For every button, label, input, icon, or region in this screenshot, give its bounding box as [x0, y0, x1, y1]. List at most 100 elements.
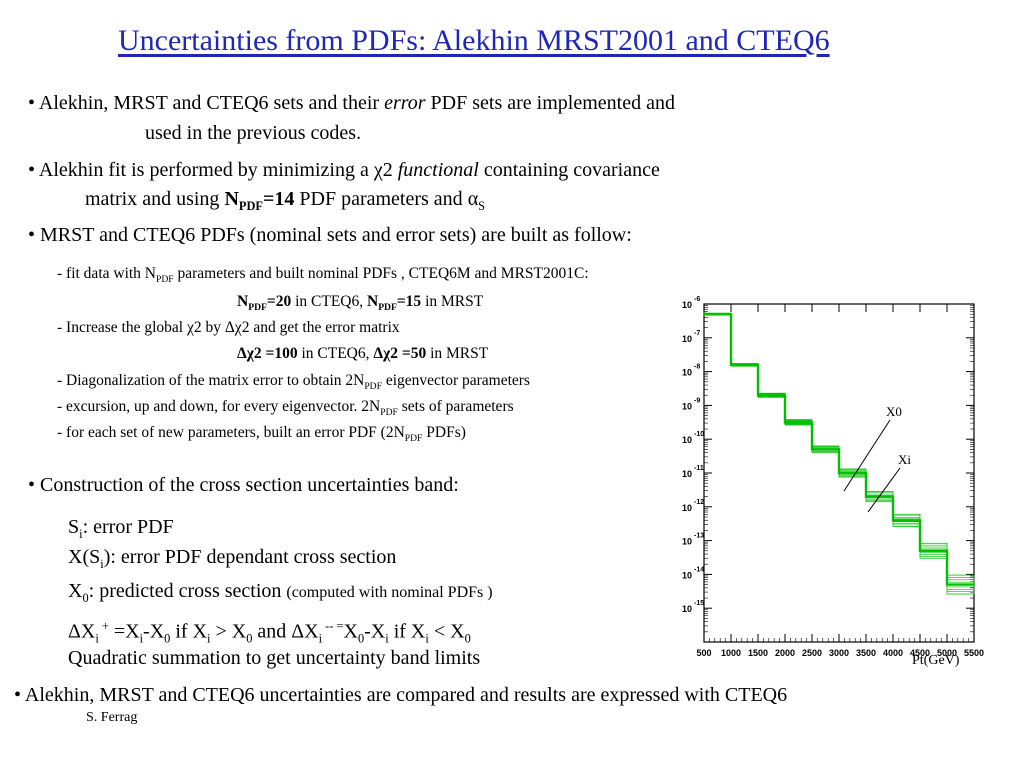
- step-4-sub: PDF: [380, 407, 398, 419]
- y-tick-label: 10: [682, 300, 692, 310]
- y-tick-exp: -9: [694, 397, 700, 404]
- x-tick-label: 5000: [937, 648, 957, 658]
- bullet-2-chi: χ2: [373, 159, 398, 181]
- c4-and: and ΔX: [252, 620, 319, 643]
- step-1-b: parameters and built nominal PDFs , CTEQ…: [173, 265, 589, 282]
- step-2: - Increase the global χ2 by Δχ2 and get …: [57, 319, 400, 336]
- x-tick-label: 1000: [721, 648, 741, 658]
- construction-line-4: ΔXi + =Xi-X0 if Xi > X0 and ΔXi -- =X0-X…: [68, 612, 471, 653]
- c2-a: X(S: [68, 546, 101, 568]
- step-3-sub: PDF: [364, 381, 382, 393]
- x-axis-label: Pt(GeV): [912, 653, 960, 668]
- y-tick-exp: -11: [694, 465, 704, 472]
- y-tick-exp: -14: [694, 566, 704, 573]
- c4-eq: =X: [108, 620, 140, 643]
- bullet-2-text-b: containing covariance: [478, 159, 660, 181]
- x-tick-label: 3000: [829, 648, 849, 658]
- step-3-a: - Diagonalization of the matrix error to…: [57, 372, 365, 389]
- c4-m: -X: [143, 620, 165, 643]
- bullet-1-em: error: [384, 92, 426, 114]
- c4-if1: if X: [170, 620, 208, 643]
- bullet-5-text: Alekhin, MRST and CTEQ6 uncertainties ar…: [24, 684, 788, 706]
- c2-sub: i: [100, 557, 104, 571]
- step-1-sub: PDF: [156, 274, 174, 286]
- c4-if2: if X: [388, 620, 426, 643]
- x-tick-label: 3500: [856, 648, 876, 658]
- bullet-3-text: MRST and CTEQ6 PDFs (nominal sets and er…: [40, 224, 632, 246]
- s1c-n2: N: [366, 293, 379, 310]
- bullet-2-l2a: matrix and using: [85, 188, 225, 210]
- bullet-4-text: Construction of the cross section uncert…: [40, 474, 459, 496]
- c4-i1: i: [95, 631, 99, 646]
- bullet-2: • Alekhin fit is performed by minimizing…: [28, 159, 660, 181]
- s1c-v2: =15: [396, 293, 422, 310]
- construction-line-3: X0: predicted cross section (computed wi…: [68, 577, 493, 612]
- s1c-sub: PDF: [248, 302, 267, 314]
- step-5-sub: PDF: [404, 433, 423, 445]
- bullet-4: • Construction of the cross section unce…: [28, 474, 459, 496]
- y-tick-exp: -10: [694, 431, 704, 438]
- bullet-1-line2: used in the previous codes.: [145, 122, 362, 144]
- x0-label: X0: [886, 404, 902, 419]
- c4-z4: 0: [464, 631, 471, 646]
- step-5-b: PDFs): [422, 424, 466, 441]
- c4-m2: -X: [364, 620, 386, 643]
- xi-label: Xi: [898, 452, 911, 467]
- x-tick-label: 4000: [883, 648, 903, 658]
- s2c-b2: Δχ2 =50: [373, 345, 427, 362]
- y-tick-exp: -13: [694, 533, 704, 540]
- cross-section-chart: 10-610-710-810-910-1010-1110-1210-1310-1…: [682, 296, 984, 668]
- step-2-detail: Δχ2 =100 in CTEQ6, Δχ2 =50 in MRST: [237, 343, 488, 365]
- step-3: - Diagonalization of the matrix error to…: [57, 370, 530, 398]
- y-tick-exp: -7: [694, 330, 700, 337]
- npdf-val: =14: [262, 188, 295, 210]
- c4-z2: 0: [246, 631, 253, 646]
- construction-line-2: X(Si): error PDF dependant cross section: [68, 543, 396, 578]
- y-tick-label: 10: [682, 503, 692, 513]
- bullet-3: • MRST and CTEQ6 PDFs (nominal sets and …: [28, 224, 632, 246]
- step-5-a: - for each set of new parameters, built …: [57, 424, 405, 441]
- x-tick-label: 500: [696, 648, 711, 658]
- c4-sp: +: [98, 619, 109, 633]
- s2c-t: in CTEQ6,: [297, 345, 374, 362]
- c3-small: (computed with nominal PDFs ): [286, 584, 493, 601]
- y-tick-label: 10: [682, 368, 692, 378]
- c3-a: X: [68, 580, 83, 602]
- construction-line-5: Quadratic summation to get uncertainty b…: [68, 647, 481, 669]
- y-tick-exp: -15: [694, 600, 704, 607]
- x-tick-label: 2000: [775, 648, 795, 658]
- npdf-n: N: [224, 188, 239, 210]
- s1c-n: N: [237, 293, 249, 310]
- xi-pointer: [867, 467, 901, 513]
- alpha-sub: S: [478, 199, 486, 213]
- c4-i3: i: [207, 631, 211, 646]
- c2-b: ): error PDF dependant cross section: [103, 546, 397, 568]
- x0-pointer: [843, 419, 891, 492]
- c3-b: : predicted cross section: [88, 580, 287, 602]
- y-tick-label: 10: [682, 604, 692, 614]
- c4-z3: 0: [357, 631, 365, 646]
- y-tick-exp: -6: [694, 296, 700, 303]
- slide-title: Uncertainties from PDFs: Alekhin MRST200…: [118, 24, 830, 57]
- step-1-detail: NPDF=20 in CTEQ6, NPDF=15 in MRST: [237, 291, 483, 319]
- bullet-2-line2: matrix and using NPDF=14 PDF parameters …: [85, 186, 485, 219]
- author: S. Ferrag: [86, 710, 138, 725]
- c4-z1: 0: [164, 631, 171, 646]
- step-4: - excursion, up and down, for every eige…: [57, 396, 514, 424]
- s2c-t2: in MRST: [426, 345, 489, 362]
- bullet-2-em: functional: [397, 159, 479, 181]
- bullet-1: • Alekhin, MRST and CTEQ6 sets and their…: [28, 92, 675, 114]
- c1-sub: i: [79, 527, 83, 541]
- y-tick-label: 10: [682, 401, 692, 411]
- c1-b: : error PDF: [82, 516, 174, 538]
- x-tick-label: 4500: [910, 648, 930, 658]
- y-tick-label: 10: [682, 537, 692, 547]
- y-tick-label: 10: [682, 334, 692, 344]
- bullet-1-text-b: PDF sets are implemented and: [425, 92, 675, 114]
- s2c-b: Δχ2 =100: [237, 345, 298, 362]
- step-4-a: - excursion, up and down, for every eige…: [57, 398, 381, 415]
- step-4-b: sets of parameters: [397, 398, 514, 415]
- c4-lt: < X: [428, 620, 465, 643]
- s1c-t: in CTEQ6,: [291, 293, 367, 310]
- s1c-t2: in MRST: [421, 293, 484, 310]
